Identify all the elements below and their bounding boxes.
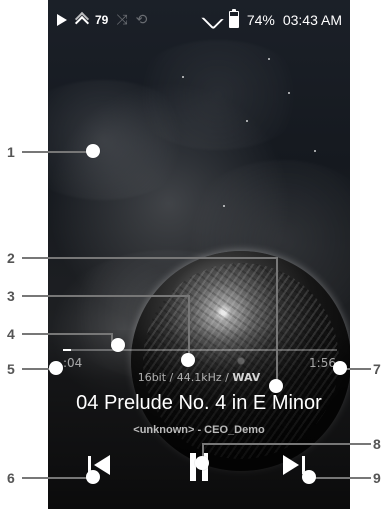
previous-track-button[interactable] xyxy=(88,455,114,477)
previous-track-icon xyxy=(94,455,110,475)
callout-dot-1 xyxy=(86,144,100,158)
callout-line-1 xyxy=(22,151,93,153)
progress-fill xyxy=(63,349,71,351)
star xyxy=(182,76,184,78)
callout-dot-5 xyxy=(49,361,63,375)
album-art xyxy=(48,0,350,509)
callout-3: 3 xyxy=(7,288,15,304)
callout-8: 8 xyxy=(373,436,381,452)
callout-7: 7 xyxy=(373,361,381,377)
repeat-icon: ⟲ xyxy=(135,11,148,27)
star xyxy=(268,58,270,60)
callout-dot-7 xyxy=(333,361,347,375)
next-track-icon xyxy=(283,455,299,475)
format-prefix: 16bit / 44.1kHz / xyxy=(137,371,233,384)
callout-4: 4 xyxy=(7,326,15,342)
current-time: :04 xyxy=(63,356,83,370)
status-right: 74% 03:43 AM xyxy=(200,7,342,30)
callout-line-8a xyxy=(202,443,371,445)
star xyxy=(223,205,225,207)
callout-line-4a xyxy=(22,333,111,335)
callout-dot-8 xyxy=(195,456,209,470)
battery-icon xyxy=(228,9,239,28)
callout-9: 9 xyxy=(373,470,381,486)
callout-dot-4 xyxy=(111,338,125,352)
callout-line-7 xyxy=(340,368,371,370)
star xyxy=(314,150,316,152)
callout-line-3a xyxy=(22,295,188,297)
star xyxy=(246,120,248,122)
volume-level: 79 xyxy=(95,12,109,27)
callout-dot-9 xyxy=(302,470,316,484)
callout-2: 2 xyxy=(7,250,15,266)
song-title: 04 Prelude No. 4 in E Minor xyxy=(76,392,322,414)
callout-dot-3 xyxy=(181,353,195,367)
callout-line-2a xyxy=(22,257,276,259)
clock-time: 03:43 AM xyxy=(282,11,342,28)
format-suffix: WAV xyxy=(232,371,261,384)
callout-dot-2 xyxy=(269,379,283,393)
song-subtitle: <unknown> - CEO_Demo xyxy=(133,424,265,436)
total-time: 1:56 xyxy=(309,356,336,370)
wifi-icon xyxy=(200,7,224,30)
status-left: 79 ⤨ ⟲ xyxy=(57,11,147,28)
callout-line-2b xyxy=(276,257,278,383)
previous-track-icon xyxy=(88,456,91,474)
cloud-layer xyxy=(48,80,198,200)
callout-line-3b xyxy=(188,295,190,359)
callout-line-6 xyxy=(22,477,89,479)
star xyxy=(288,92,290,94)
status-bar: 79 ⤨ ⟲ 74% 03:43 AM xyxy=(48,0,350,38)
callout-dot-6 xyxy=(86,470,100,484)
volume-icon xyxy=(75,15,87,25)
callout-5: 5 xyxy=(7,361,15,377)
next-track-icon xyxy=(302,456,305,474)
callout-line-5 xyxy=(22,368,51,370)
play-icon xyxy=(57,13,67,26)
callout-1: 1 xyxy=(7,144,15,160)
callout-6: 6 xyxy=(7,470,15,486)
callout-line-8b xyxy=(202,443,204,463)
callout-line-4b xyxy=(111,333,113,343)
callout-line-9 xyxy=(309,477,371,479)
shuffle-icon: ⤨ xyxy=(116,11,128,27)
cloud-layer xyxy=(128,40,308,150)
next-track-button[interactable] xyxy=(283,455,311,477)
battery-percent: 74% xyxy=(246,11,275,28)
player-screen: 79 ⤨ ⟲ 74% 03:43 AM :04 1:56 16bit / 44.… xyxy=(48,0,350,509)
progress-bar[interactable] xyxy=(63,349,337,351)
audio-format: 16bit / 44.1kHz / WAV xyxy=(48,371,350,384)
